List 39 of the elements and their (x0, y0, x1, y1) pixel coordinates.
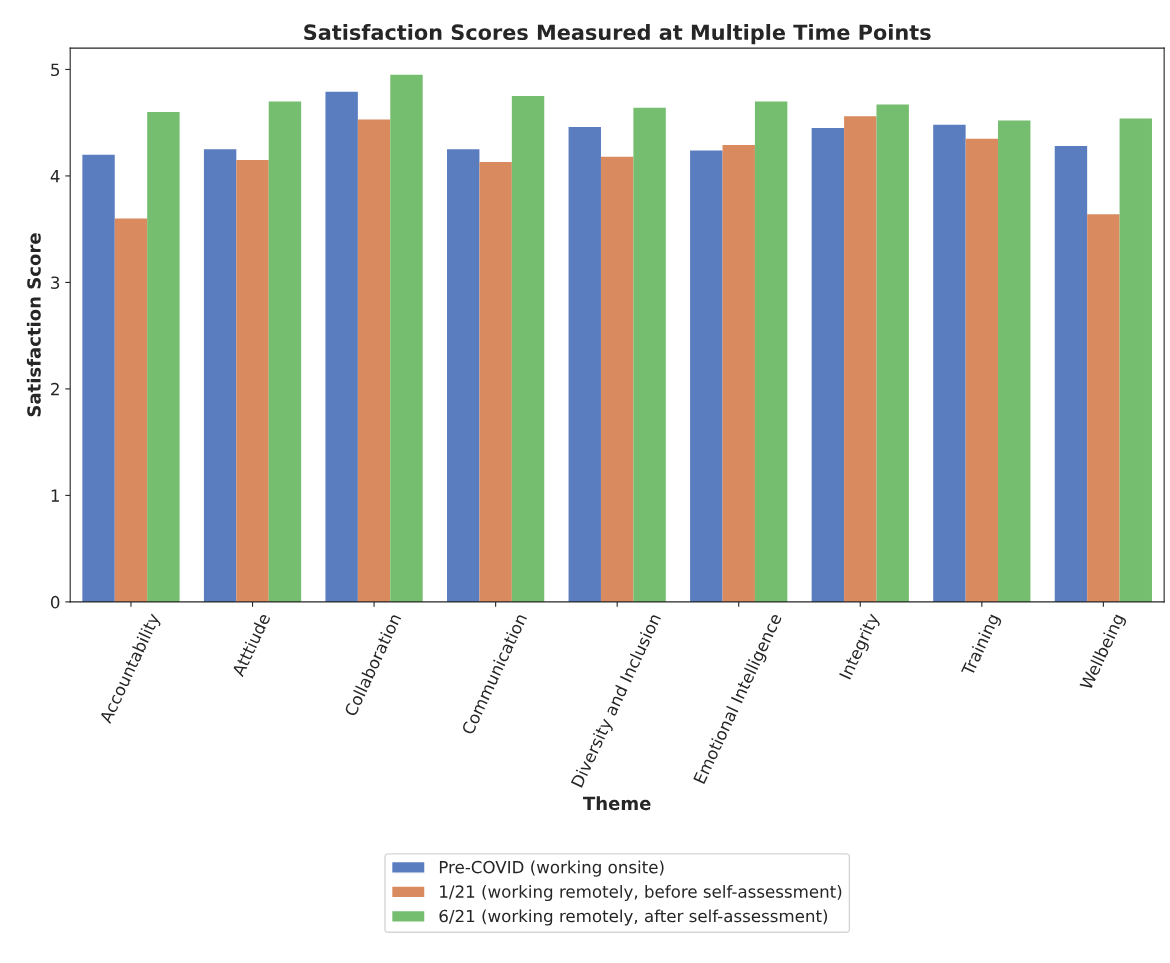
bar (965, 138, 999, 602)
y-axis-title: Satisfaction Score (26, 233, 41, 417)
y-tick-label: 0 (50, 595, 60, 609)
bar (479, 162, 512, 602)
bar (236, 159, 269, 602)
bar (268, 101, 302, 602)
bar (998, 120, 1031, 602)
bar (357, 119, 391, 602)
bar (511, 96, 545, 602)
bar (633, 107, 666, 602)
bar (447, 149, 480, 602)
bar (82, 154, 115, 602)
bar (811, 128, 845, 602)
legend-label: 1/21 (working remotely, before self-assessment) (440, 884, 842, 902)
bar (147, 112, 180, 602)
legend-label: Pre-COVID (working onsite) (439, 860, 664, 877)
y-tick-label: 4 (50, 170, 60, 183)
bar (568, 126, 601, 602)
bar (754, 101, 788, 602)
bar (203, 149, 237, 602)
bar (876, 104, 909, 602)
bar (1087, 214, 1120, 602)
y-tick-label: 3 (51, 276, 60, 289)
legend-label: 6/21 (working remotely, after self-assessment) (439, 909, 828, 926)
bar (114, 218, 148, 602)
bar (844, 116, 877, 602)
bar (722, 145, 755, 602)
bar (325, 91, 358, 602)
x-axis-title: Theme (583, 796, 651, 811)
bar (933, 124, 966, 602)
y-tick-label: 1 (51, 489, 59, 502)
chart-title: Satisfaction Scores Measured at Multiple Time Points (304, 23, 931, 45)
bar (390, 74, 423, 602)
y-tick-label: 5 (51, 63, 60, 77)
bar (600, 156, 634, 602)
y-tick-label: 2 (51, 382, 59, 396)
bar (690, 150, 723, 602)
bar (1119, 118, 1152, 602)
bar (1054, 146, 1088, 602)
